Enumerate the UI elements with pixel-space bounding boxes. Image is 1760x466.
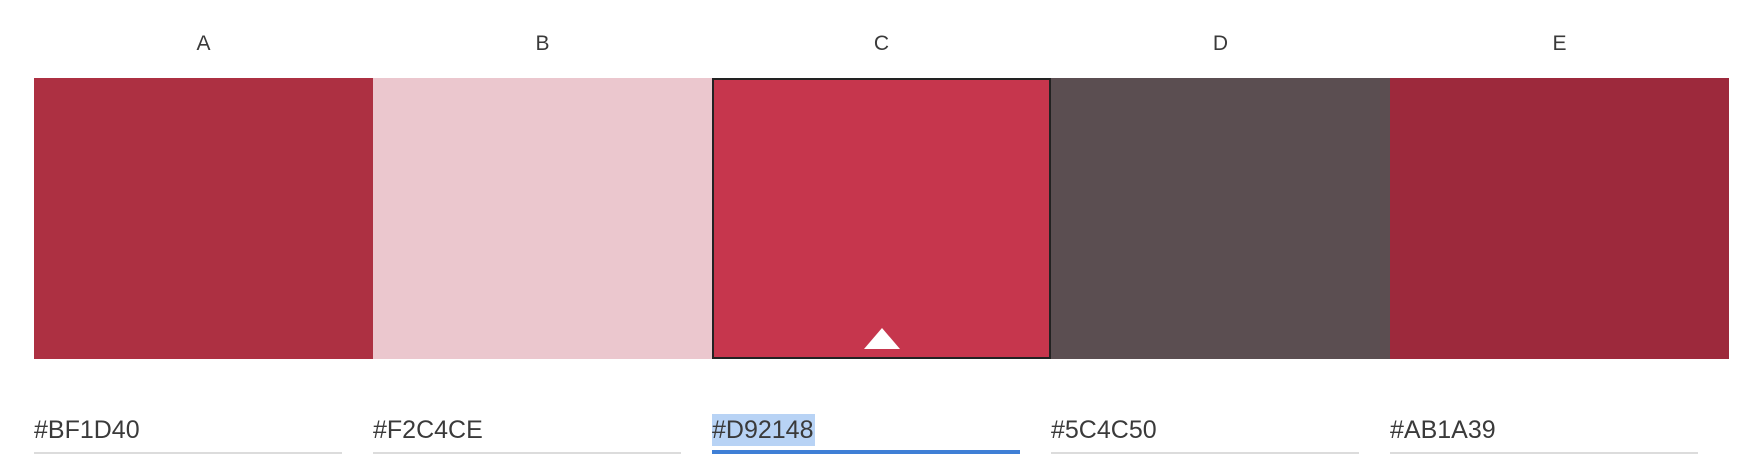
swatch-label-a: A (196, 32, 211, 55)
color-swatch-d[interactable] (1051, 78, 1390, 359)
hex-input-d[interactable]: #5C4C50 (1051, 412, 1359, 454)
swatch-label-c: C (873, 32, 890, 55)
hex-value-b: #F2C4CE (373, 416, 483, 444)
palette-column-d: D #5C4C50 (1051, 0, 1390, 466)
color-swatch-b[interactable] (373, 78, 712, 359)
hex-input-c[interactable]: #D92148 (712, 412, 1020, 454)
color-swatch-c[interactable] (712, 78, 1051, 359)
swatch-label-b: B (535, 32, 550, 55)
palette-column-a: A #BF1D40 (34, 0, 373, 466)
hex-input-e[interactable]: #AB1A39 (1390, 412, 1698, 454)
color-swatch-a[interactable] (34, 78, 373, 359)
swatch-label-d: D (1212, 32, 1229, 55)
color-swatch-e[interactable] (1390, 78, 1729, 359)
hex-value-a: #BF1D40 (34, 416, 140, 444)
hex-input-a[interactable]: #BF1D40 (34, 412, 342, 454)
hex-value-c: #D92148 (712, 414, 816, 446)
hex-value-d: #5C4C50 (1051, 416, 1157, 444)
hex-value-e: #AB1A39 (1390, 416, 1496, 444)
palette-column-c: C #D92148 (712, 0, 1051, 466)
palette-column-e: E #AB1A39 (1390, 0, 1729, 466)
triangle-up-icon (863, 328, 900, 349)
swatch-label-e: E (1552, 32, 1567, 55)
hex-input-b[interactable]: #F2C4CE (373, 412, 681, 454)
color-palette: A #BF1D40 B #F2C4CE C #D92148 D #5C4C50 … (34, 0, 1730, 466)
palette-column-b: B #F2C4CE (373, 0, 712, 466)
